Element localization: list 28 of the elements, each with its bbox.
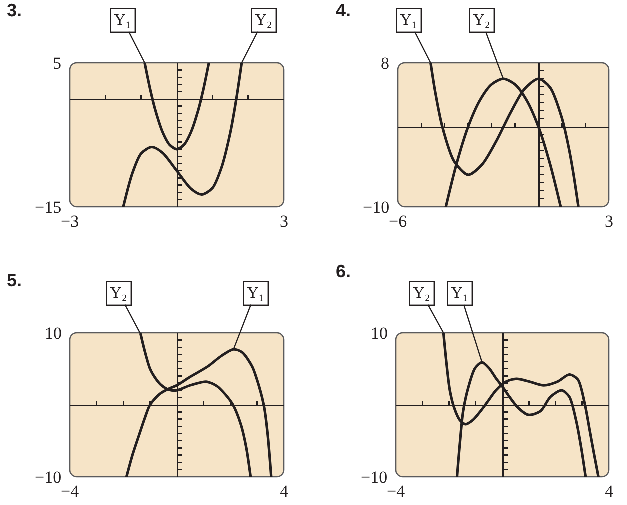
text: Y₂: [255, 12, 272, 30]
text: Y₁: [114, 12, 132, 30]
chart-title: 5.: [7, 270, 22, 291]
y-tick-label: 10: [45, 324, 62, 343]
text: Y₁: [247, 285, 264, 302]
y-tick-label: 8: [381, 54, 390, 73]
x-tick-label: −4: [61, 482, 80, 501]
y-tick-label: −10: [363, 198, 390, 217]
text: Y₂: [413, 285, 430, 302]
y-tick-label: −10: [361, 468, 388, 487]
chart-title: 6.: [336, 262, 352, 282]
text: Y₂: [473, 12, 490, 30]
x-tick-label: −4: [387, 482, 406, 501]
chart-title: 3.: [7, 0, 22, 21]
x-tick-label: −6: [389, 212, 408, 231]
legend-label: Y₁: [451, 285, 468, 302]
y-tick-label: 10: [371, 324, 388, 343]
y-tick-label: −15: [35, 198, 62, 217]
x-tick-label: 4: [605, 482, 614, 501]
text: Y₁: [400, 12, 418, 30]
x-tick-label: −3: [61, 212, 80, 231]
chart-title: 4.: [336, 0, 352, 21]
text: Y₂: [110, 285, 128, 302]
x-tick-label: 3: [605, 212, 614, 231]
x-tick-label: 3: [280, 212, 288, 231]
y-tick-label: 5: [53, 54, 62, 73]
y-tick-label: −10: [35, 468, 62, 487]
x-tick-label: 4: [280, 482, 289, 501]
